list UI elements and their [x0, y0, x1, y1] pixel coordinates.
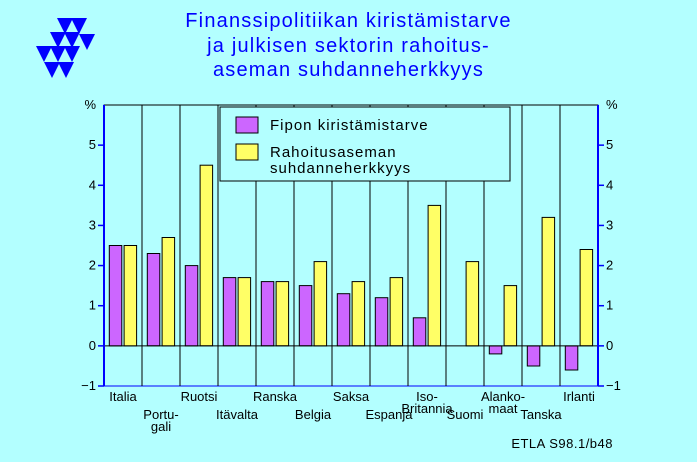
- chart-title-line-1: Finanssipolitiikan kiristämistarve: [185, 10, 512, 32]
- bar-fipon-6: [336, 293, 351, 347]
- bar-rahoitusasema-9: [465, 261, 480, 347]
- category-label: Espanja: [366, 407, 414, 422]
- bar-rahoitusasema-7: [389, 277, 404, 347]
- right-y-tick-label: 0: [606, 338, 613, 353]
- right-y-unit: %: [606, 97, 618, 112]
- bar-rahoitusasema-3: [237, 277, 252, 347]
- bar-rahoitusasema-8: [427, 204, 442, 347]
- bar-rahoitusasema-0: [123, 245, 138, 347]
- right-y-tick-label: 1: [606, 298, 613, 313]
- left-y-tick-label: 3: [89, 217, 96, 232]
- bar-rahoitusasema-2: [199, 164, 214, 347]
- bar-rahoitusasema-5: [313, 261, 328, 347]
- category-label: gali: [151, 419, 171, 434]
- left-y-tick-label: 1: [89, 298, 96, 313]
- bar-rahoitusasema-12: [579, 249, 594, 347]
- bar-fipon-7: [374, 297, 389, 347]
- right-y-tick-label: 3: [606, 217, 613, 232]
- category-label: Saksa: [333, 389, 370, 404]
- legend-swatch: [235, 116, 259, 134]
- left-y-unit: %: [84, 97, 96, 112]
- bar-fipon-10: [488, 345, 503, 355]
- category-label: Itävalta: [216, 407, 259, 422]
- chart-title-line-3: aseman suhdanneherkkyys: [212, 59, 485, 81]
- category-label: Irlanti: [563, 389, 595, 404]
- legend-label: Fipon kiristämistarve: [270, 117, 429, 134]
- left-y-tick-label: 2: [89, 258, 96, 273]
- bar-rahoitusasema-4: [275, 281, 290, 347]
- category-label: Belgia: [295, 407, 332, 422]
- right-y-tick-label: 4: [606, 177, 613, 192]
- bar-fipon-11: [526, 345, 541, 367]
- bar-fipon-3: [222, 277, 237, 347]
- legend-swatch: [235, 143, 259, 161]
- category-label: Ranska: [253, 389, 298, 404]
- right-y-tick-label: 5: [606, 137, 613, 152]
- bar-fipon-5: [298, 285, 313, 347]
- category-label: Ruotsi: [181, 389, 218, 404]
- bar-fipon-0: [108, 245, 123, 347]
- bar-rahoitusasema-1: [161, 237, 176, 347]
- category-label: Suomi: [447, 407, 484, 422]
- category-label: Italia: [109, 389, 137, 404]
- left-y-tick-label: 5: [89, 137, 96, 152]
- bar-rahoitusasema-10: [503, 285, 518, 347]
- left-y-tick-label: 0: [89, 338, 96, 353]
- etla-logo-icon: [36, 18, 95, 78]
- bar-fipon-12: [564, 345, 579, 371]
- bar-fipon-4: [260, 281, 275, 347]
- bar-rahoitusasema-6: [351, 281, 366, 347]
- right-y-tick-label: 2: [606, 258, 613, 273]
- category-label: Alanko-: [481, 389, 525, 404]
- legend-label: suhdanneherkkyys: [270, 160, 411, 177]
- bar-rahoitusasema-11: [541, 216, 556, 347]
- right-y-tick-label: −1: [606, 378, 621, 393]
- source-note: ETLA S98.1/b48: [511, 436, 613, 451]
- category-label: maat: [489, 401, 518, 416]
- bar-fipon-2: [184, 265, 199, 347]
- category-label: Iso-: [416, 389, 438, 404]
- category-label: Portu-: [143, 407, 178, 422]
- category-label: Britannia: [401, 401, 453, 416]
- chart-title-line-2: ja julkisen sektorin rahoitus-: [207, 35, 490, 57]
- category-label: Tanska: [520, 407, 562, 422]
- bar-fipon-8: [412, 317, 427, 347]
- left-y-tick-label: −1: [81, 378, 96, 393]
- bar-fipon-1: [146, 253, 161, 347]
- legend-box: [219, 106, 511, 182]
- legend-label: Rahoitusaseman: [270, 144, 397, 161]
- left-y-tick-label: 4: [89, 177, 96, 192]
